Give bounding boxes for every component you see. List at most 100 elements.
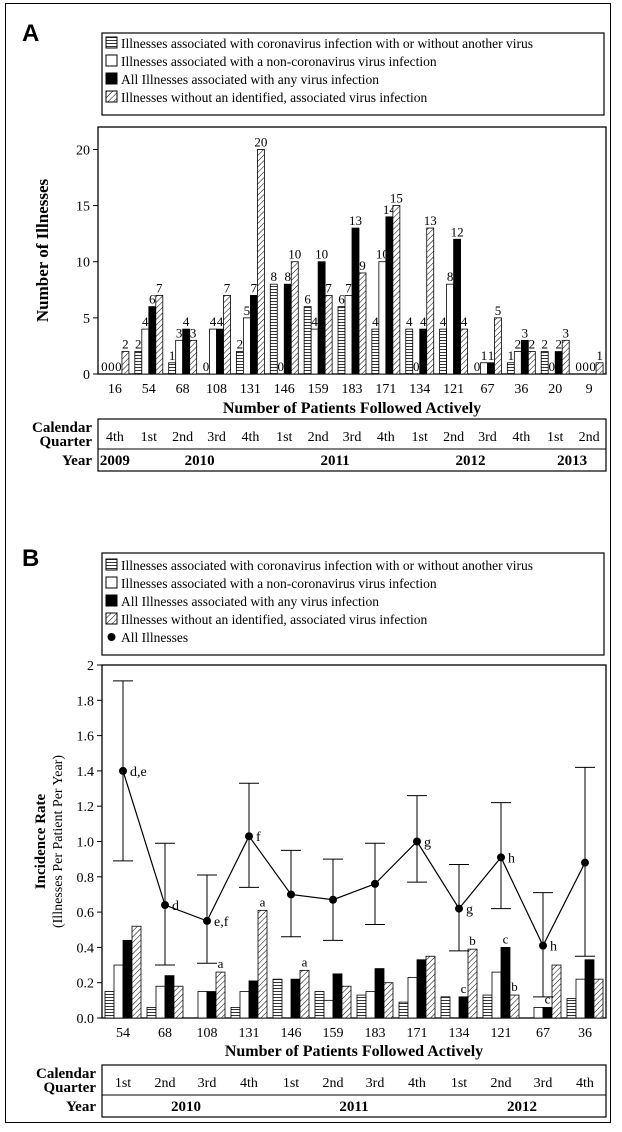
pb-point-annotation-3: f bbox=[256, 830, 261, 845]
pa-bar-12-0 bbox=[506, 362, 515, 375]
pb-point-5 bbox=[329, 895, 337, 904]
pa-bar-label-2-0: 1 bbox=[169, 348, 176, 363]
pa-bar-4-0 bbox=[235, 351, 244, 375]
pa-bar-label-7-0: 6 bbox=[338, 292, 345, 307]
pb-quarter-0: 1st bbox=[115, 1076, 131, 1091]
pb-ytick-label-7: 1.4 bbox=[77, 765, 95, 780]
pa-bar-10-3 bbox=[460, 328, 469, 375]
pa-bar-label-13-3: 3 bbox=[562, 325, 569, 340]
pa-bar-2-3 bbox=[189, 339, 198, 375]
pb-bar-0-1 bbox=[113, 964, 124, 1019]
pa-bar-label-5-0: 8 bbox=[271, 269, 278, 284]
pb-bar-6-3 bbox=[383, 982, 394, 1019]
pb-bar-2-3 bbox=[215, 971, 226, 1019]
pa-xtick-label-13: 20 bbox=[548, 382, 562, 397]
pa-xtick-label-0: 16 bbox=[108, 382, 122, 397]
pa-bar-11-1 bbox=[480, 362, 488, 375]
pa-bar-12-1 bbox=[513, 351, 522, 375]
pa-bar-10-0 bbox=[439, 328, 448, 375]
pa-quarter-11: 3rd bbox=[478, 430, 497, 445]
pa-bar-label-14-2: 0 bbox=[589, 359, 596, 374]
pb-xtick-label-3: 131 bbox=[239, 1026, 260, 1041]
pa-bar-8-0 bbox=[371, 328, 380, 375]
pa-xtick-label-8: 171 bbox=[375, 382, 396, 397]
pb-ytick-label-5: 1.0 bbox=[77, 836, 95, 851]
pb-bar-10-3 bbox=[551, 964, 562, 1019]
pb-bar-annotation-6: c bbox=[503, 931, 509, 946]
pa-ytick-label-4: 20 bbox=[76, 143, 90, 158]
pb-bar-9-3 bbox=[509, 994, 520, 1019]
pb-bar-5-0 bbox=[314, 991, 325, 1019]
pa-bar-label-3-2: 4 bbox=[217, 314, 224, 329]
pb-bar-9-0 bbox=[482, 994, 493, 1019]
pa-xtick-label-5: 146 bbox=[274, 382, 295, 397]
pb-xtick-label-5: 159 bbox=[323, 1026, 344, 1041]
pa-bar-label-1-0: 2 bbox=[135, 337, 142, 352]
pa-bar-label-8-0: 4 bbox=[372, 314, 379, 329]
pa-legend-swatch-2 bbox=[105, 72, 118, 85]
pb-bar-4-2 bbox=[290, 978, 301, 1019]
pb-point-4 bbox=[287, 890, 295, 899]
pb-quarter-1: 2nd bbox=[155, 1076, 176, 1091]
pa-quarter-7: 3rd bbox=[343, 430, 362, 445]
pa-bar-7-0 bbox=[337, 306, 346, 375]
pa-bar-label-14-0: 0 bbox=[575, 359, 582, 374]
pb-bar-0-3 bbox=[131, 925, 142, 1019]
pb-bar-11-0 bbox=[566, 998, 577, 1019]
pa-bar-5-0 bbox=[269, 283, 278, 375]
pb-xtick-label-2: 108 bbox=[197, 1026, 218, 1041]
pb-ytick-label-3: 0.6 bbox=[77, 906, 95, 921]
pb-legend-label-4: All Illnesses bbox=[121, 630, 188, 645]
pa-bar-label-1-1: 4 bbox=[142, 314, 149, 329]
pa-bar-5-2 bbox=[283, 283, 292, 375]
pb-point-3 bbox=[245, 832, 253, 841]
pa-bar-label-10-0: 4 bbox=[440, 314, 447, 329]
pa-bar-label-6-1: 4 bbox=[311, 314, 318, 329]
pa-bar-label-5-1: 0 bbox=[278, 359, 285, 374]
pb-quarter-table bbox=[101, 1064, 607, 1118]
pb-legend-box bbox=[101, 552, 605, 656]
pb-plot-area bbox=[101, 664, 607, 1019]
pb-point-annotation-10: h bbox=[550, 940, 557, 955]
pb-bar-10-2 bbox=[542, 1007, 553, 1019]
pa-bar-7-2 bbox=[351, 227, 360, 375]
pb-bar-9-1 bbox=[491, 971, 502, 1019]
pa-bar-label-4-0: 2 bbox=[237, 337, 244, 352]
pb-bar-1-0 bbox=[146, 1007, 157, 1019]
pb-ytick-label-1: 0.2 bbox=[77, 977, 95, 992]
pa-quarter-14: 2nd bbox=[579, 430, 600, 445]
pb-xtick-label-1: 68 bbox=[158, 1026, 172, 1041]
pa-year-0: 2009 bbox=[100, 453, 130, 469]
pb-xtick-label-0: 54 bbox=[116, 1026, 130, 1041]
pa-bar-label-13-1: 0 bbox=[548, 359, 555, 374]
pb-bar-4-3 bbox=[299, 969, 310, 1019]
pb-xlabel: Number of Patients Followed Actively bbox=[225, 1043, 483, 1060]
pb-bar-3-2 bbox=[248, 980, 259, 1019]
pa-bar-4-3 bbox=[256, 149, 265, 375]
panel-label-a: A bbox=[22, 20, 40, 47]
pa-bar-7-3 bbox=[358, 272, 367, 375]
pa-bar-label-10-3: 4 bbox=[461, 314, 468, 329]
pb-bar-4-0 bbox=[272, 978, 283, 1019]
pb-quarter-6: 3rd bbox=[366, 1076, 385, 1091]
pb-quarter-row-label-2: Quarter bbox=[44, 1080, 97, 1096]
pa-bar-13-3 bbox=[561, 339, 570, 375]
pb-point-2 bbox=[203, 916, 211, 925]
panel-label-b: B bbox=[22, 545, 40, 572]
pb-ytick-label-4: 0.8 bbox=[77, 871, 95, 886]
pa-bar-label-13-2: 2 bbox=[555, 337, 562, 352]
pb-xtick-label-6: 183 bbox=[365, 1026, 386, 1041]
pa-bar-label-5-2: 8 bbox=[285, 269, 292, 284]
pb-xtick-label-8: 134 bbox=[449, 1026, 470, 1041]
pa-bar-label-14-1: 0 bbox=[582, 359, 589, 374]
pb-quarter-11: 4th bbox=[576, 1076, 594, 1091]
pa-quarter-8: 4th bbox=[377, 430, 395, 445]
pa-xlabel: Number of Patients Followed Actively bbox=[223, 400, 481, 417]
pb-bar-annotation-2: a bbox=[302, 954, 308, 969]
pb-bar-5-3 bbox=[341, 985, 352, 1019]
pa-bar-label-6-3: 7 bbox=[325, 280, 332, 295]
pb-bar-5-2 bbox=[332, 973, 343, 1019]
pa-bar-2-2 bbox=[182, 328, 191, 375]
pb-bar-annotation-3: b bbox=[469, 933, 476, 948]
